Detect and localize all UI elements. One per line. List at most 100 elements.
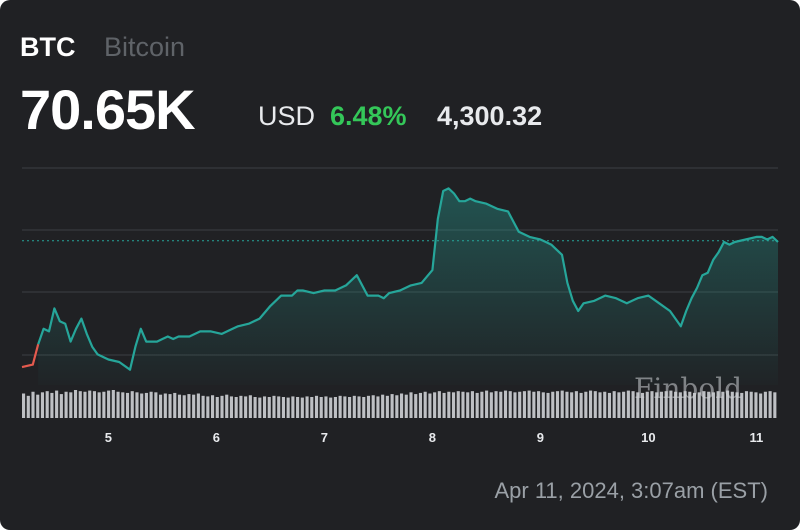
volume-bar — [111, 390, 115, 418]
timestamp: Apr 11, 2024, 3:07am (EST) — [494, 478, 768, 503]
volume-bar — [716, 391, 720, 418]
volume-bar — [494, 391, 498, 418]
volume-bar — [480, 391, 484, 418]
volume-bar — [253, 397, 257, 418]
volume-bar — [697, 392, 701, 418]
volume-bar — [702, 391, 706, 418]
volume-bar — [744, 391, 749, 418]
volume-bar — [26, 395, 30, 418]
volume-bar — [617, 392, 621, 418]
volume-bar — [636, 392, 640, 418]
volume-bar — [466, 392, 470, 418]
volume-bar — [248, 395, 252, 418]
volume-bar — [418, 392, 423, 418]
volume-bar — [721, 391, 725, 418]
volume-bar — [385, 395, 389, 418]
volume-bar — [527, 390, 531, 418]
volume-bar — [31, 391, 35, 418]
volume-bar — [314, 395, 319, 418]
volume-bar — [612, 391, 616, 418]
volume-bar — [735, 392, 739, 418]
volume-bar — [518, 391, 522, 418]
volume-bar — [395, 395, 399, 418]
absolute-change: 4,300.32 — [437, 101, 543, 131]
volume-bar — [390, 394, 394, 418]
volume-bar — [371, 395, 375, 418]
volume-bar — [168, 394, 172, 418]
volume-bar — [92, 391, 96, 418]
volume-bar — [277, 396, 281, 418]
volume-bar — [130, 391, 134, 418]
volume-bar — [593, 391, 597, 418]
volume-bar — [220, 395, 224, 418]
volume-bar — [343, 396, 347, 418]
volume-bar — [319, 397, 323, 418]
volume-bar — [102, 391, 106, 418]
volume-bar — [173, 392, 177, 418]
volume-bar — [83, 391, 87, 418]
volume-bar — [560, 390, 564, 418]
volume-bar — [674, 391, 678, 418]
volume-bar — [296, 397, 300, 418]
price-line — [37, 187, 779, 371]
volume-bar — [140, 393, 144, 418]
volume-bar — [532, 391, 536, 418]
volume-bar — [603, 391, 607, 418]
volume-bar — [125, 392, 130, 418]
volume-bar — [305, 396, 309, 418]
volume-bar — [338, 395, 342, 418]
volume-bar — [664, 391, 668, 418]
volume-bar — [730, 391, 734, 418]
volume-bar — [310, 397, 314, 418]
volume-bar — [409, 392, 413, 418]
volume-bar — [291, 396, 295, 418]
volume-bar — [329, 397, 333, 418]
volume-bar — [64, 391, 68, 418]
volume-bar — [768, 391, 772, 418]
volume-bar — [442, 392, 446, 418]
volume-bar — [404, 394, 408, 418]
volume-bar — [348, 397, 352, 418]
volume-bar — [36, 394, 40, 418]
volume-bar — [88, 390, 92, 418]
volume-bar — [376, 396, 380, 418]
volume-bar — [40, 392, 45, 418]
volume-bar — [551, 391, 555, 418]
volume-bars — [22, 390, 777, 418]
volume-bar — [631, 391, 635, 418]
volume-bar — [456, 391, 460, 418]
volume-bar — [414, 394, 418, 418]
volume-bar — [55, 390, 59, 418]
volume-bar — [73, 390, 78, 418]
volume-bar — [537, 391, 541, 418]
volume-bar — [513, 392, 517, 418]
volume-bar — [215, 397, 219, 418]
x-tick-label: 8 — [429, 430, 436, 445]
volume-bar — [565, 391, 569, 418]
volume-bar — [546, 392, 550, 418]
volume-bar — [503, 390, 508, 418]
volume-bar — [135, 392, 139, 418]
volume-bar — [461, 391, 465, 418]
volume-bar — [352, 395, 356, 418]
volume-bar — [324, 396, 328, 418]
volume-bar — [659, 391, 663, 418]
volume-bar — [121, 392, 125, 418]
volume-bar — [485, 390, 489, 418]
volume-bar — [707, 391, 711, 418]
volume-bar — [489, 392, 493, 418]
volume-bar — [447, 391, 451, 418]
volume-bar — [688, 391, 692, 418]
volume-bar — [475, 392, 479, 418]
volume-bar — [574, 391, 578, 418]
volume-bar — [541, 392, 545, 418]
volume-bar — [589, 390, 593, 418]
start-segment — [21, 343, 40, 369]
volume-bar — [759, 393, 763, 418]
finbold-watermark: Finbold — [634, 372, 743, 405]
volume-bar — [244, 396, 248, 418]
volume-bar — [711, 392, 715, 418]
volume-bar — [773, 392, 777, 418]
